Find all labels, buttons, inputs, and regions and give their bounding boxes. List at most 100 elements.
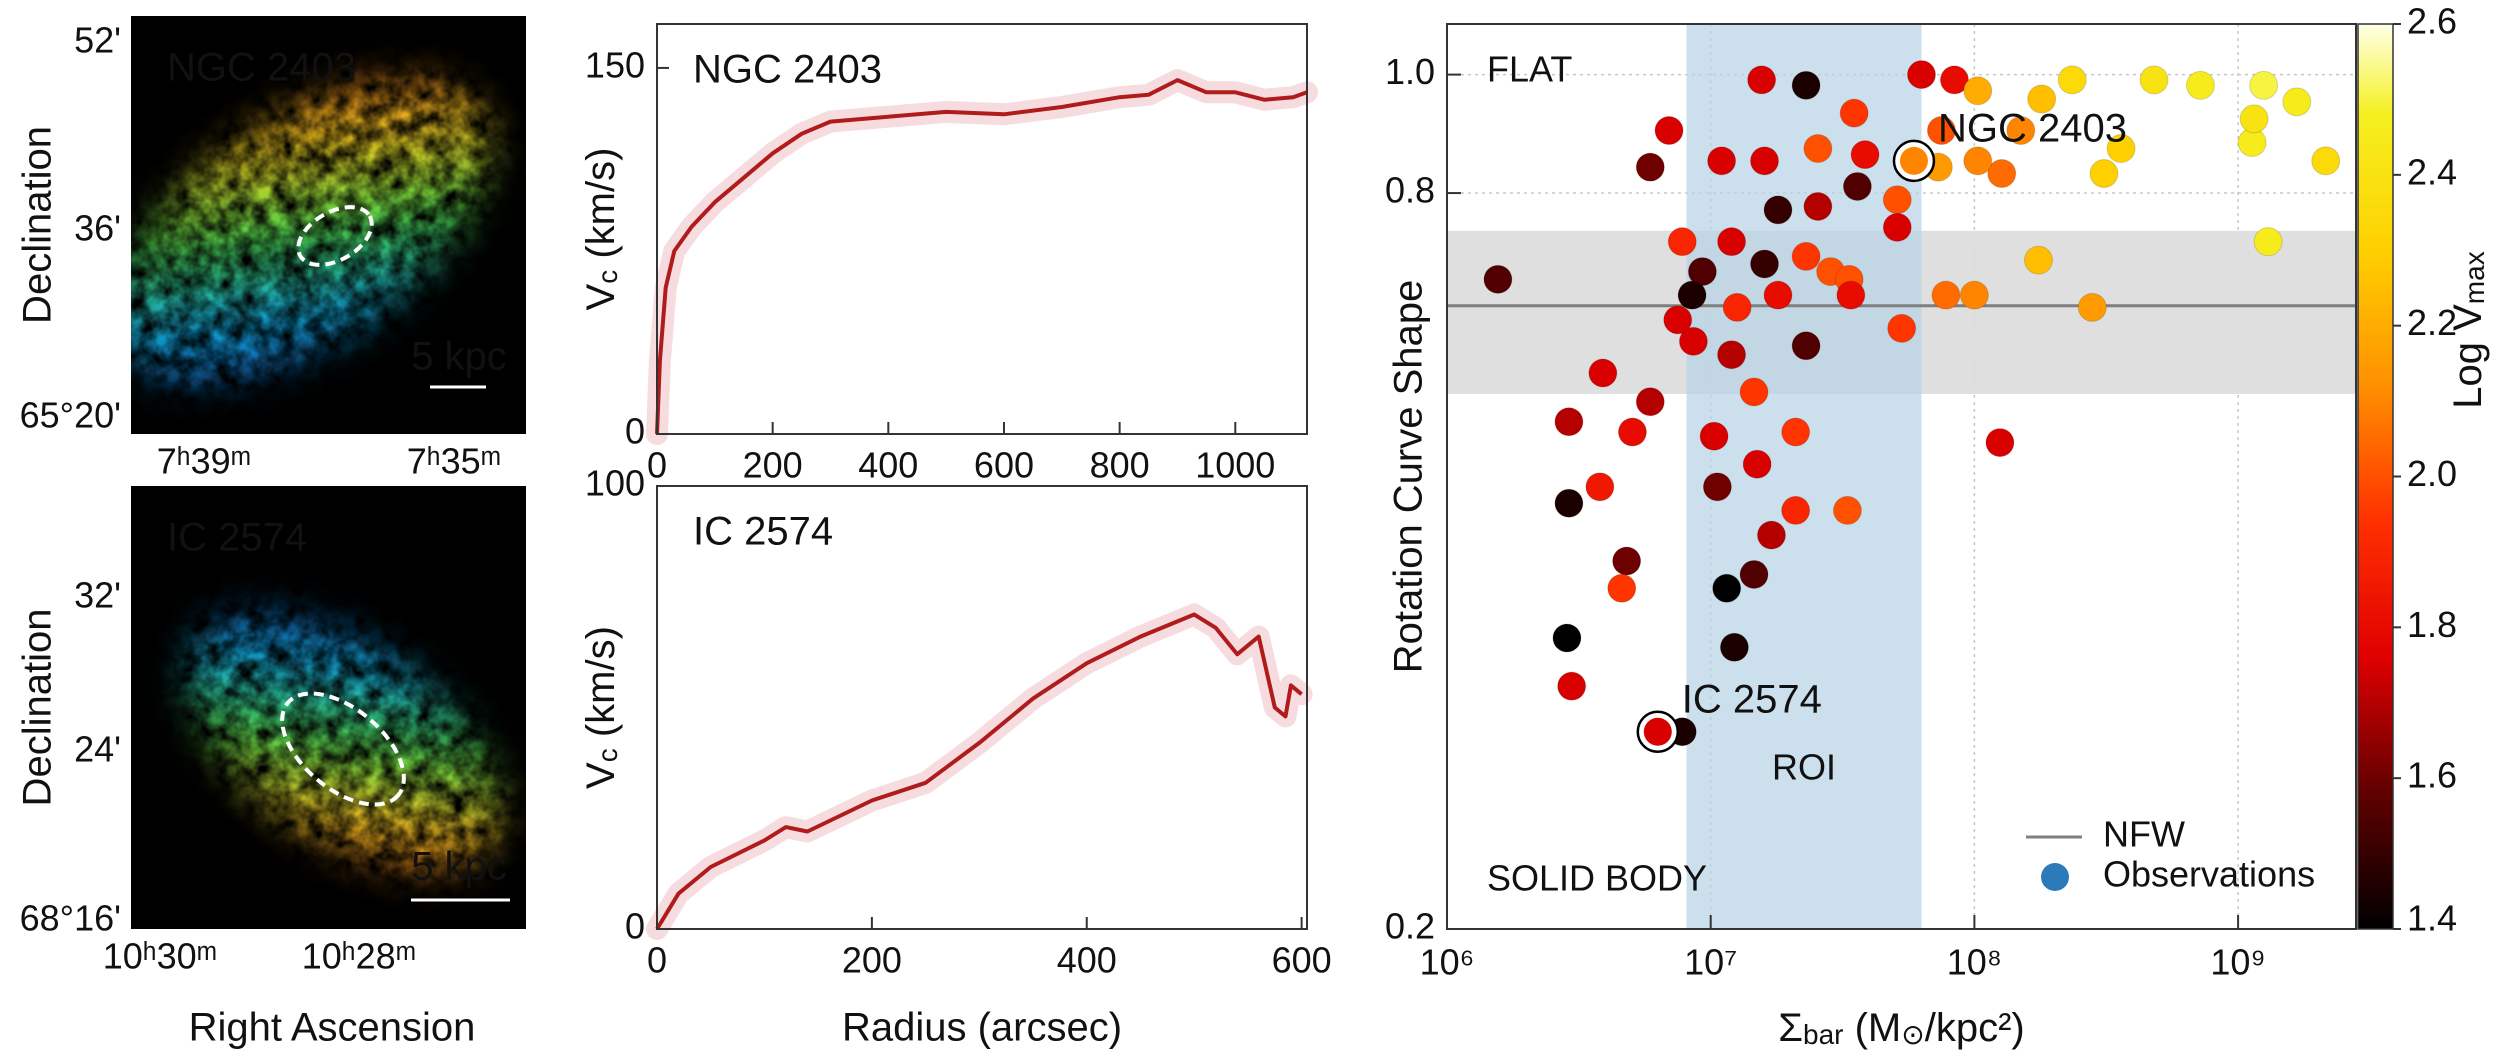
- x-tick-label: 10⁹: [2210, 942, 2265, 983]
- galaxy-point: [1931, 280, 1961, 310]
- galaxy-point: [1832, 495, 1862, 525]
- galaxy-point: [2311, 146, 2341, 176]
- colorbar-tick-label: 2.4: [2407, 151, 2457, 192]
- galaxy-point: [1635, 152, 1665, 182]
- x-tick-label: 10⁸: [1947, 942, 2002, 983]
- scale-bar-label: 5 kpc: [411, 845, 507, 889]
- legend-label: Observations: [2103, 854, 2315, 895]
- galaxy-point: [1747, 65, 1777, 95]
- galaxy-point: [1612, 546, 1642, 576]
- galaxy: [131, 77, 491, 385]
- galaxy-point: [1750, 146, 1780, 176]
- scale-bar-label: 5 kpc: [411, 335, 507, 379]
- galaxy-point: [1850, 140, 1880, 170]
- x-tick-label: 800: [1090, 445, 1150, 486]
- galaxy-point: [1739, 559, 1769, 589]
- region-label: SOLID BODY: [1487, 858, 1707, 899]
- colorbar-tick-label: 2.0: [2407, 453, 2457, 494]
- galaxy-point: [1882, 212, 1912, 242]
- panel-label: NGC 2403: [693, 48, 882, 92]
- label-part: V: [579, 283, 623, 310]
- x-axis-label: Right Ascension: [189, 1006, 476, 1050]
- y-tick-label: 32': [74, 575, 121, 616]
- galaxy-point: [1678, 326, 1708, 356]
- x-tick-label: 7ʰ39ᵐ: [157, 441, 251, 482]
- galaxy-point: [1677, 280, 1707, 310]
- y-axis-label: Rotation Curve Shape: [1387, 280, 1431, 674]
- label-part: max: [2459, 251, 2490, 304]
- galaxy-point: [1717, 227, 1747, 257]
- label-part: Log V: [2446, 304, 2490, 409]
- galaxy-point: [1906, 60, 1936, 90]
- x-axis-label: Radius (arcsec): [842, 1006, 1122, 1050]
- roi-label: ROI: [1772, 747, 1836, 788]
- y-tick-label: 52': [74, 20, 121, 61]
- galaxy-point: [1963, 146, 1993, 176]
- galaxy-point: [1882, 185, 1912, 215]
- y-tick-label: 24': [74, 729, 121, 770]
- rotation-curve: [655, 78, 1308, 435]
- label-part: ⊙: [1901, 1019, 1924, 1050]
- label-part: Σ: [1778, 1006, 1803, 1050]
- legend-marker: [2041, 863, 2069, 891]
- galaxy-point: [1836, 280, 1866, 310]
- galaxy-point: [1803, 134, 1833, 164]
- galaxy-point: [1607, 573, 1637, 603]
- galaxy-point: [2027, 84, 2057, 114]
- galaxy-point: [1554, 488, 1584, 518]
- galaxy-point: [1842, 171, 1872, 201]
- x-tick-label: 0: [647, 940, 667, 981]
- galaxy-point: [1552, 623, 1582, 653]
- galaxy-point: [1663, 305, 1693, 335]
- label-part: (km/s): [579, 148, 623, 270]
- colorbar-tick-label: 1.4: [2407, 898, 2457, 939]
- x-tick-label: 10⁷: [1684, 942, 1737, 983]
- galaxy-point: [2239, 104, 2269, 134]
- galaxy-point: [1763, 195, 1793, 225]
- scatter-panel: NGC 2403 IC 2574 FLAT SOLID BODY ROI 10⁶ 10⁷ 10…: [1385, 1, 2490, 1051]
- galaxy-point: [1926, 116, 1956, 146]
- y-axis-label: Vc (km/s): [579, 626, 624, 789]
- galaxy-point: [2006, 116, 2036, 146]
- aperture: [280, 691, 406, 807]
- error-band: [646, 69, 1318, 445]
- galaxy-point: [1588, 358, 1618, 388]
- label-part: V: [579, 762, 623, 789]
- galaxy-point: [1739, 377, 1769, 407]
- label-part: (km/s): [579, 626, 623, 748]
- galaxy-point: [2089, 159, 2119, 189]
- y-tick-label: 68°16': [20, 898, 121, 939]
- highlight-label: IC 2574: [1682, 677, 1822, 721]
- galaxy-point: [1707, 146, 1737, 176]
- panel-label: NGC 2403: [167, 46, 356, 90]
- galaxy-point: [1687, 257, 1717, 287]
- x-tick-label: 200: [842, 940, 902, 981]
- error-band: [646, 603, 1313, 940]
- galaxy-point: [2253, 227, 2283, 257]
- galaxy-point: [1887, 313, 1917, 343]
- line-panel: 0 200 400 600 0 100 IC 2574 Vc (km/s) Radius (ar…: [579, 463, 1332, 1050]
- galaxy-point: [1939, 65, 1969, 95]
- y-tick-label: 0.2: [1385, 906, 1435, 947]
- panel-label: IC 2574: [167, 516, 307, 560]
- galaxy-point: [1781, 495, 1811, 525]
- galaxy-point: [1791, 70, 1821, 100]
- galaxy-point: [1712, 573, 1742, 603]
- x-tick-label: 600: [1272, 940, 1332, 981]
- y-axis-label: Declination: [16, 126, 60, 324]
- galaxy-point: [2282, 87, 2312, 117]
- axes-frame: [656, 485, 1308, 930]
- galaxy-point: [1839, 98, 1869, 128]
- galaxy-point: [1963, 76, 1993, 106]
- colorbar-tick-label: 2.6: [2407, 1, 2457, 42]
- rotation-curve: [655, 612, 1303, 931]
- region-label: FLAT: [1487, 49, 1572, 90]
- galaxy-point: [1557, 671, 1587, 701]
- label-part: c: [592, 270, 623, 284]
- y-axis-label: Vc (km/s): [579, 148, 624, 311]
- highlight-point: [1899, 146, 1928, 175]
- y-tick-label: 65°20': [20, 395, 121, 436]
- galaxy-point: [2023, 245, 2053, 275]
